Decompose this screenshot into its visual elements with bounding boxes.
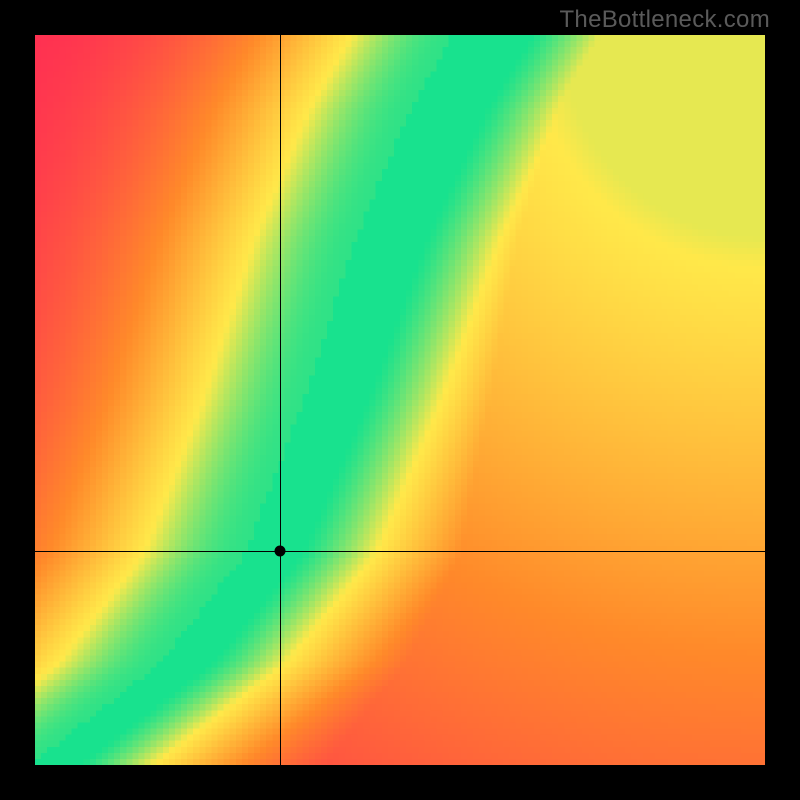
watermark-text: TheBottleneck.com [559,6,770,34]
bottleneck-heatmap [35,35,765,765]
crosshair-marker [274,546,285,557]
plot-frame [35,35,765,765]
crosshair-vertical [280,35,281,765]
crosshair-horizontal [35,551,765,552]
